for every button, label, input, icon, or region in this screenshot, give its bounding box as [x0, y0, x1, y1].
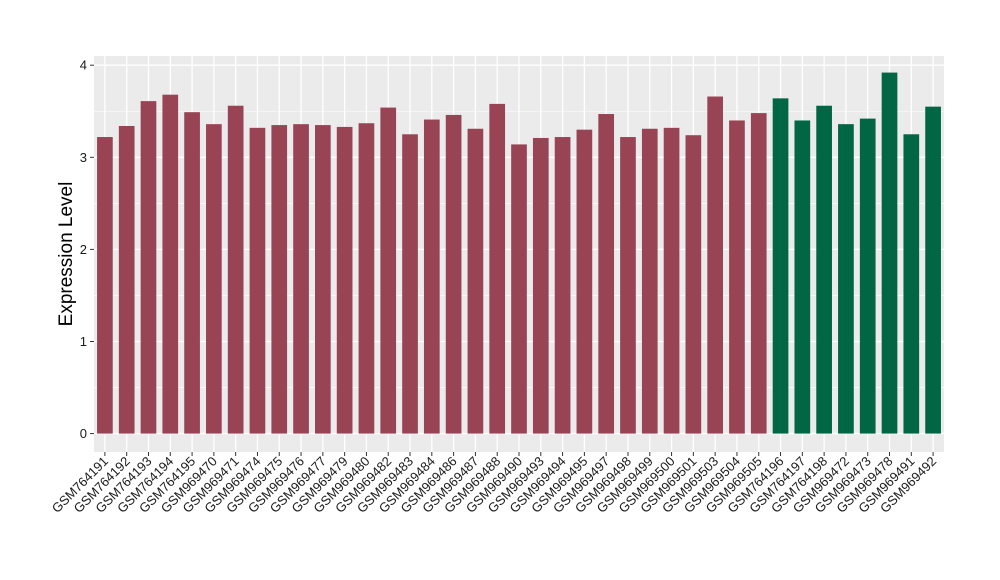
- y-tick-label: 0: [80, 426, 87, 441]
- bar-gsm969493: [532, 137, 549, 434]
- bar-gsm969477: [315, 125, 331, 434]
- bar-gsm969504: [729, 120, 745, 434]
- bar-gsm969505: [750, 113, 767, 434]
- y-tick-label: 3: [80, 150, 87, 165]
- bar-gsm969498: [620, 137, 636, 434]
- bar-gsm969473: [859, 118, 876, 434]
- bar-gsm969492: [925, 106, 941, 434]
- bar-gsm764197: [794, 120, 811, 434]
- bar-gsm764194: [162, 94, 179, 434]
- bar-gsm969491: [903, 134, 920, 434]
- bar-gsm764198: [816, 105, 832, 434]
- bar-gsm764191: [97, 137, 113, 434]
- bar-gsm969486: [445, 114, 462, 434]
- bar-gsm969499: [641, 128, 658, 434]
- bar-gsm969479: [336, 126, 353, 434]
- x-axis: GSM764191GSM764192GSM764193GSM764194GSM7…: [49, 452, 939, 516]
- bars: [97, 72, 941, 434]
- y-tick-label: 1: [80, 334, 87, 349]
- bar-gsm969488: [489, 103, 506, 434]
- bar-gsm969494: [554, 137, 571, 434]
- bar-gsm969472: [838, 124, 854, 434]
- bar-gsm969478: [881, 72, 898, 434]
- y-tick-label: 4: [80, 58, 87, 73]
- bar-gsm969470: [206, 124, 222, 434]
- bar-gsm969482: [380, 107, 397, 434]
- bar-gsm969475: [271, 125, 288, 434]
- bar-gsm764192: [118, 125, 135, 434]
- bar-gsm969495: [576, 129, 593, 434]
- bar-gsm969476: [293, 124, 309, 434]
- y-tick-label: 2: [80, 242, 87, 257]
- bar-gsm969483: [402, 134, 418, 434]
- bar-gsm764193: [140, 101, 157, 434]
- y-axis: 0 1 2 3 4: [80, 58, 94, 441]
- bar-gsm969474: [249, 127, 266, 434]
- bar-gsm969484: [423, 119, 440, 434]
- bar-gsm969501: [685, 135, 702, 434]
- bar-gsm969480: [358, 123, 375, 434]
- bar-gsm969497: [598, 114, 615, 434]
- bar-gsm764196: [772, 98, 789, 434]
- y-axis-title: Expression Level: [56, 182, 77, 327]
- bar-gsm969500: [663, 127, 680, 434]
- bar-gsm764195: [184, 112, 200, 434]
- bar-gsm969471: [227, 105, 244, 434]
- bar-gsm969487: [467, 128, 484, 434]
- bar-gsm969490: [511, 144, 527, 434]
- bar-gsm969503: [707, 96, 723, 434]
